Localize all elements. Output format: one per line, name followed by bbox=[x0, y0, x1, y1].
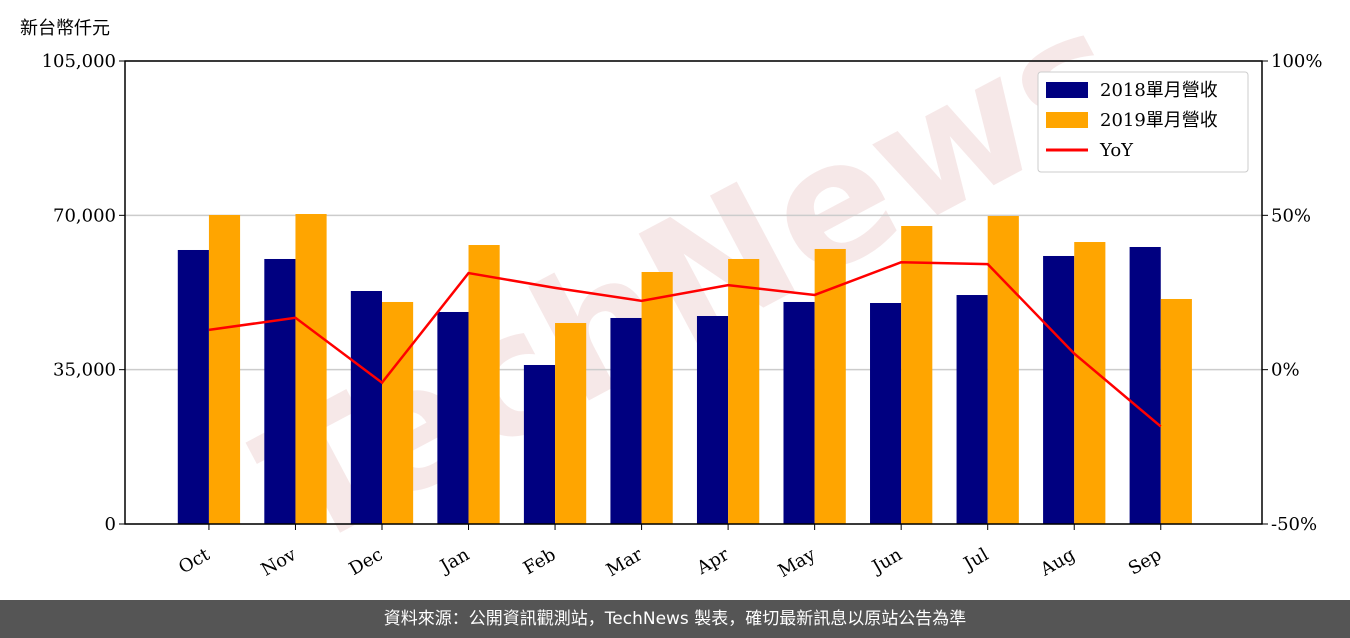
x-tick-label: Mar bbox=[603, 544, 647, 581]
x-tick-label: Jun bbox=[867, 544, 906, 579]
legend-label: 2019單月營收 bbox=[1100, 110, 1218, 131]
bar bbox=[956, 295, 988, 524]
x-tick-label: Nov bbox=[258, 544, 301, 581]
bar bbox=[728, 258, 760, 524]
x-tick-label: Sep bbox=[1125, 544, 1165, 579]
y2-tick-label: 0% bbox=[1271, 360, 1300, 381]
chart: TechNews 新台幣仟元 035,00070,000105,000-50%0… bbox=[20, 0, 1322, 589]
y2-tick-label: 100% bbox=[1271, 51, 1322, 72]
x-tick-label: Oct bbox=[175, 544, 214, 579]
bar bbox=[987, 215, 1019, 525]
footer: 資料來源：公開資訊觀測站，TechNews 製表，確切最新訊息以原站公告為準 bbox=[0, 600, 1350, 638]
legend-swatch bbox=[1046, 82, 1088, 98]
bar bbox=[264, 258, 296, 524]
y-tick-label: 35,000 bbox=[53, 360, 116, 381]
bar bbox=[1043, 255, 1075, 524]
bar bbox=[610, 317, 642, 524]
bar bbox=[555, 323, 587, 524]
x-tick-label: Feb bbox=[520, 544, 560, 579]
y-tick-label: 0 bbox=[105, 514, 116, 535]
plot-frame bbox=[124, 60, 1263, 525]
bar bbox=[523, 364, 556, 524]
bar bbox=[1160, 298, 1192, 524]
x-tick-label: Jul bbox=[959, 544, 993, 576]
bar bbox=[641, 271, 673, 524]
y2-tick-label: 50% bbox=[1271, 205, 1311, 226]
bar bbox=[814, 248, 846, 524]
bar bbox=[177, 249, 209, 524]
y-axis-label: 新台幣仟元 bbox=[20, 18, 110, 39]
bar bbox=[1074, 242, 1106, 524]
bar bbox=[208, 214, 241, 524]
bar bbox=[350, 291, 382, 524]
bar bbox=[468, 245, 500, 524]
x-tick-label: Jan bbox=[435, 544, 473, 578]
legend-label: 2018單月營收 bbox=[1100, 80, 1218, 101]
bar bbox=[696, 316, 729, 524]
yoy-line bbox=[208, 260, 1162, 428]
bar bbox=[870, 302, 902, 524]
legend-label: YoY bbox=[1099, 140, 1134, 161]
y-tick-label: 105,000 bbox=[42, 51, 116, 72]
legend-swatch bbox=[1046, 112, 1088, 128]
bar bbox=[295, 214, 327, 524]
bar bbox=[901, 226, 933, 524]
legend-box bbox=[1037, 71, 1249, 173]
bar bbox=[1129, 246, 1161, 524]
x-tick-label: Apr bbox=[693, 544, 733, 579]
bar bbox=[437, 311, 469, 524]
x-tick-label: May bbox=[775, 544, 820, 582]
y2-tick-label: -50% bbox=[1271, 514, 1317, 535]
bar bbox=[381, 301, 414, 524]
bar bbox=[783, 301, 815, 524]
y-tick-label: 70,000 bbox=[53, 205, 116, 226]
x-tick-label: Aug bbox=[1036, 544, 1079, 581]
